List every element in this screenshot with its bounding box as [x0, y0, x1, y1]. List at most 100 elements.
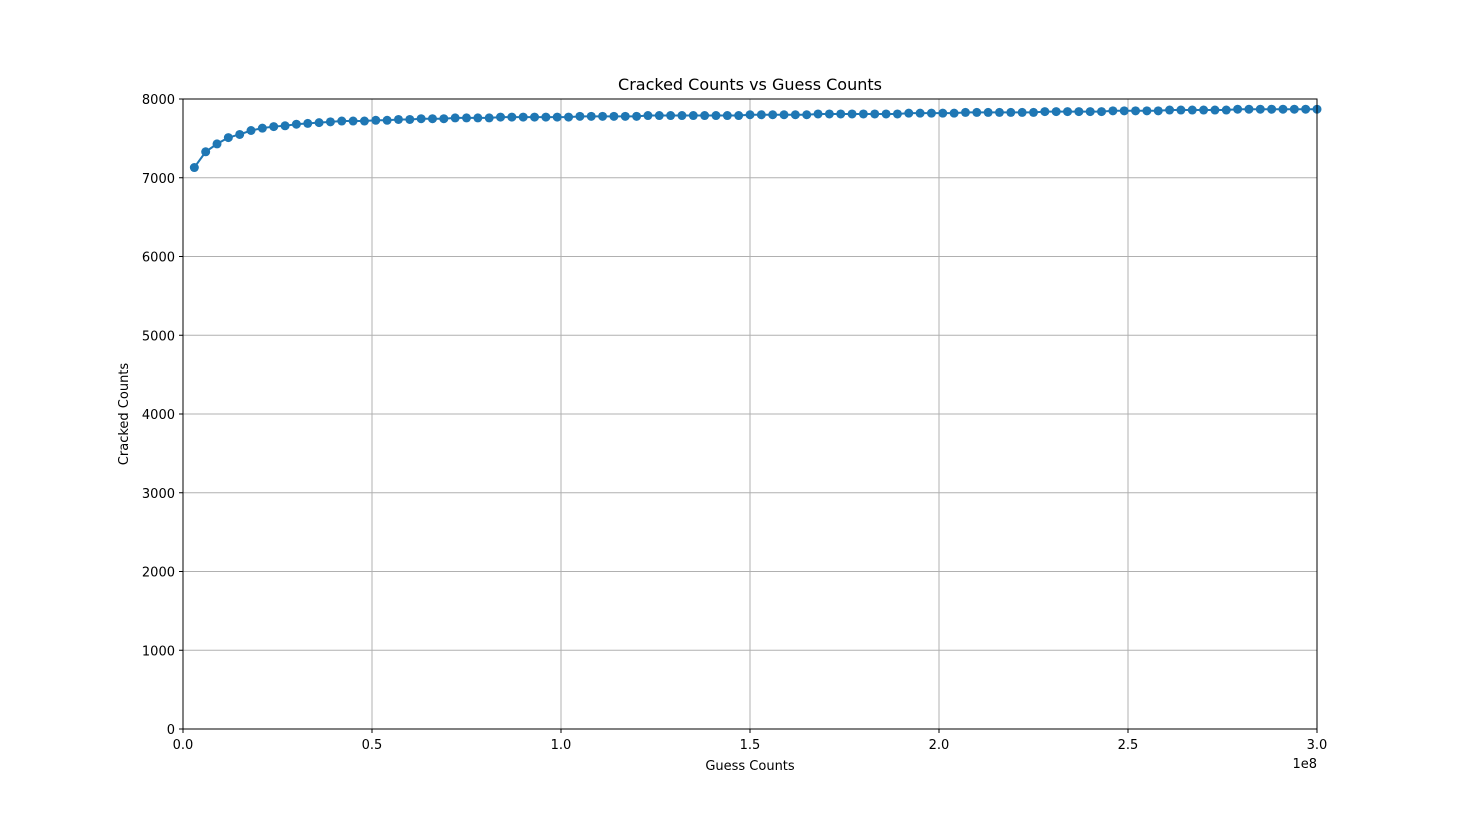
data-point [666, 111, 676, 121]
data-point [1006, 107, 1016, 117]
data-point [530, 112, 540, 122]
data-point [870, 109, 880, 119]
data-point [847, 109, 857, 119]
data-point [836, 109, 846, 119]
data-point [450, 113, 460, 123]
data-point [1233, 104, 1243, 114]
data-point [881, 109, 891, 119]
data-point [972, 107, 982, 117]
data-point [246, 126, 256, 135]
data-point [291, 119, 301, 129]
data-point [1165, 105, 1175, 115]
data-point [586, 111, 596, 121]
data-point [1301, 104, 1311, 114]
data-point [598, 111, 608, 121]
data-point [371, 115, 381, 125]
x-tick-label: 1.0 [551, 738, 572, 753]
data-layer [189, 104, 1322, 173]
data-point [348, 116, 358, 126]
data-point [541, 112, 551, 122]
y-tick-label: 2000 [142, 566, 175, 581]
data-point [677, 111, 687, 121]
x-tick-label: 3.0 [1307, 738, 1328, 753]
data-point [359, 116, 369, 126]
data-point [303, 118, 313, 128]
data-point [1221, 105, 1231, 115]
data-point [1097, 107, 1107, 117]
data-point [393, 114, 403, 124]
data-point [949, 108, 959, 118]
data-point [189, 163, 199, 173]
x-axis-offset-label: 1e8 [1292, 757, 1317, 772]
data-point [1176, 105, 1186, 115]
data-point [609, 111, 619, 121]
data-point [257, 123, 267, 133]
data-point [427, 114, 437, 124]
data-point [1017, 107, 1027, 117]
data-point [1267, 104, 1277, 114]
data-point [892, 109, 902, 119]
data-point [688, 111, 698, 121]
data-point [1029, 107, 1038, 117]
data-point [439, 114, 449, 124]
y-tick-label: 8000 [142, 93, 175, 108]
data-point [824, 109, 834, 119]
data-point [325, 117, 335, 127]
data-point [235, 129, 245, 139]
x-tick-label: 0.0 [173, 738, 194, 753]
data-point [382, 115, 392, 125]
data-point [405, 114, 415, 124]
data-point [700, 111, 710, 121]
data-point [564, 112, 574, 122]
x-tick-label: 2.0 [929, 738, 950, 753]
data-point [926, 108, 936, 118]
data-point [1108, 106, 1118, 116]
data-point [1278, 104, 1288, 114]
data-point [654, 111, 664, 121]
data-point [620, 111, 630, 121]
data-point [904, 108, 914, 118]
y-tick-label: 1000 [142, 644, 175, 659]
y-tick-label: 7000 [142, 172, 175, 187]
data-point [1085, 107, 1095, 117]
data-point [462, 113, 471, 123]
x-axis-label: Guess Counts [705, 759, 795, 774]
data-point [269, 122, 279, 132]
data-point [813, 109, 823, 119]
y-tick-label: 4000 [142, 408, 175, 423]
data-point [212, 139, 222, 149]
data-point [1074, 107, 1084, 117]
x-tick-label: 2.5 [1118, 738, 1139, 753]
data-point [745, 110, 755, 120]
chart-title: Cracked Counts vs Guess Counts [618, 75, 882, 94]
data-point [337, 116, 347, 126]
data-point [1051, 107, 1061, 117]
tick-layer: 0.0 0.5 1.0 1.5 2.0 2.5 3.0 0 1000 2000 3000 4000 50… [142, 93, 1327, 753]
y-tick-label: 6000 [142, 251, 175, 266]
data-point [960, 107, 970, 117]
data-point [473, 113, 483, 123]
data-point [507, 112, 517, 122]
data-point [983, 107, 993, 117]
data-point [768, 110, 778, 120]
data-point [938, 108, 948, 118]
data-point [1119, 106, 1129, 116]
data-point [223, 133, 233, 143]
data-point [1142, 106, 1152, 116]
x-tick-label: 0.5 [362, 738, 383, 753]
data-point [1040, 107, 1050, 117]
y-axis-label: Cracked Counts [117, 363, 132, 466]
series-line [193, 108, 1317, 169]
x-tick-label: 1.5 [740, 738, 761, 753]
data-point [802, 110, 812, 120]
data-point [1187, 105, 1197, 115]
data-point [1199, 105, 1209, 115]
data-point [1255, 104, 1265, 114]
data-point [1153, 106, 1163, 116]
data-point [552, 112, 562, 122]
data-point [201, 147, 211, 157]
data-point [632, 111, 642, 121]
data-point [994, 107, 1004, 117]
